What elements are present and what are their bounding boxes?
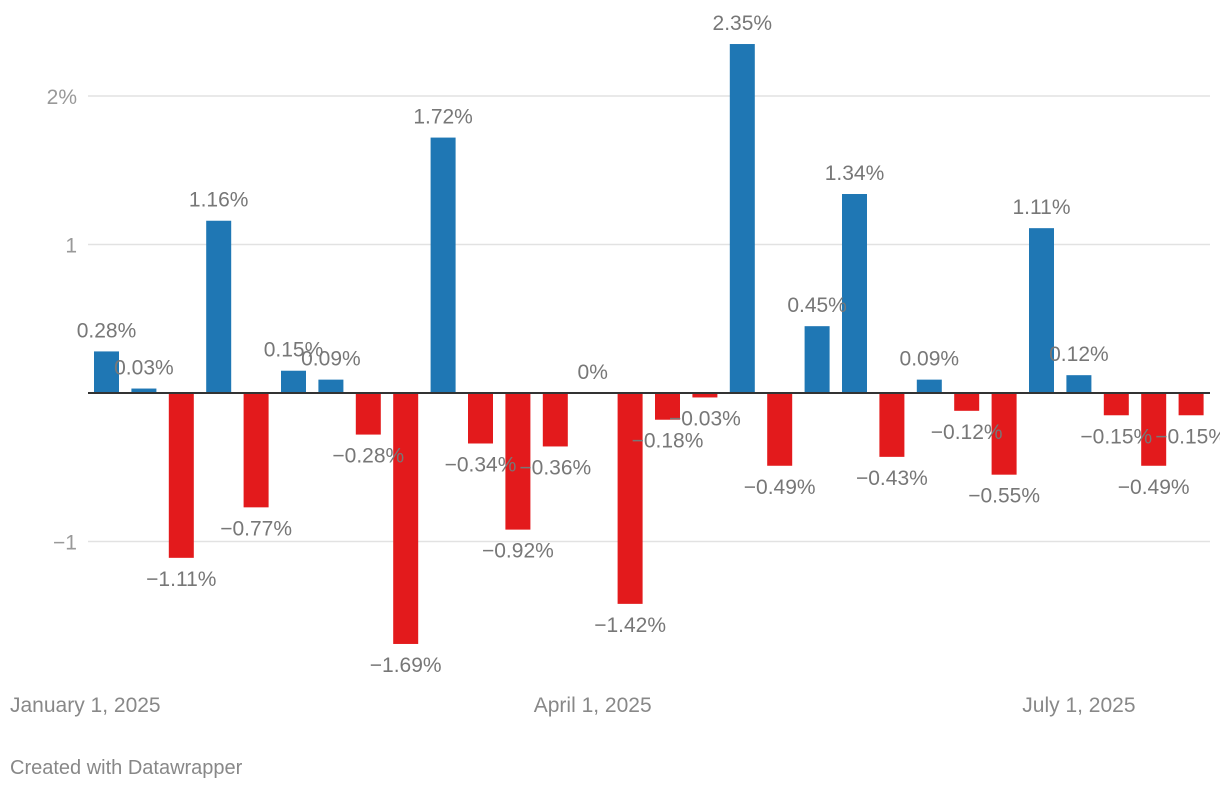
data-label: −0.18% [632,430,704,453]
y-tick-label: 2% [47,86,77,109]
bar [206,220,232,393]
bar [767,393,793,466]
data-label: −0.49% [1118,476,1190,499]
x-axis-ticks: January 1, 2025 April 1, 2025 July 1, 2025 [10,694,1136,717]
data-label: 2.35% [713,12,773,35]
data-label: −0.77% [220,517,292,540]
data-label: −0.15% [1155,425,1220,448]
data-label: −0.15% [1080,425,1152,448]
bar [542,393,568,447]
data-label: 0.03% [114,357,174,380]
bar [1141,393,1167,466]
data-label: −0.92% [482,540,554,563]
bar [1103,393,1129,416]
bar [692,393,718,398]
data-label: 1.72% [413,106,473,129]
data-label: −1.69% [370,654,442,677]
data-label: −0.49% [744,476,816,499]
bar [1029,228,1054,393]
bar [393,393,419,644]
data-label: 0.09% [900,348,960,371]
y-axis-ticks: 2% 1 −1 [47,86,77,555]
data-label: −0.36% [519,456,591,479]
bar [281,370,306,393]
data-label: 0.28% [77,319,137,342]
data-label: 1.34% [825,162,885,185]
data-label: −0.43% [856,467,928,490]
x-tick-label: July 1, 2025 [1022,694,1135,717]
bar [1178,393,1204,416]
data-label: −0.03% [669,407,741,430]
data-label: 0.45% [787,294,847,317]
bar [617,393,643,604]
y-tick-label: −1 [53,532,77,555]
credit-text: Created with Datawrapper [10,757,243,779]
bar [505,393,531,530]
bar [954,393,980,411]
bar [355,393,381,435]
bar [1066,375,1092,393]
bar [879,393,905,457]
bar [318,379,344,393]
data-label: −1.42% [594,614,666,637]
bar [729,44,755,394]
data-label: 0% [578,361,608,384]
bar [468,393,493,444]
data-label: 1.11% [1013,196,1071,219]
bar [168,393,194,558]
data-label: 0.12% [1049,343,1109,366]
data-label: 0.15% [264,339,324,362]
bar [916,379,942,393]
bar [131,388,157,393]
bar [842,194,867,393]
data-label: 1.16% [189,189,249,212]
data-label: −0.55% [968,485,1040,508]
gridlines [88,95,1210,543]
data-label: 0.09% [301,348,361,371]
bars [94,44,1204,644]
bar [243,393,269,508]
bar [991,393,1017,475]
bar [804,326,830,393]
data-label: −0.12% [931,421,1003,444]
bar [430,137,456,393]
data-label: −0.34% [445,453,517,476]
chart: 2%1−1 0.28%0.03%−1.11%1.16%−0.77%0.15%0.… [10,12,1220,717]
bar [94,351,119,393]
y-tick-label: 1 [65,235,77,258]
data-label: −0.28% [332,445,404,468]
data-labels: 0.28%0.03%−1.11%1.16%−0.77%0.15%0.09%−0.… [77,12,1220,677]
data-label: −1.11% [146,568,216,591]
bar [655,393,680,420]
x-tick-label: April 1, 2025 [534,694,652,717]
x-tick-label: January 1, 2025 [10,694,161,717]
